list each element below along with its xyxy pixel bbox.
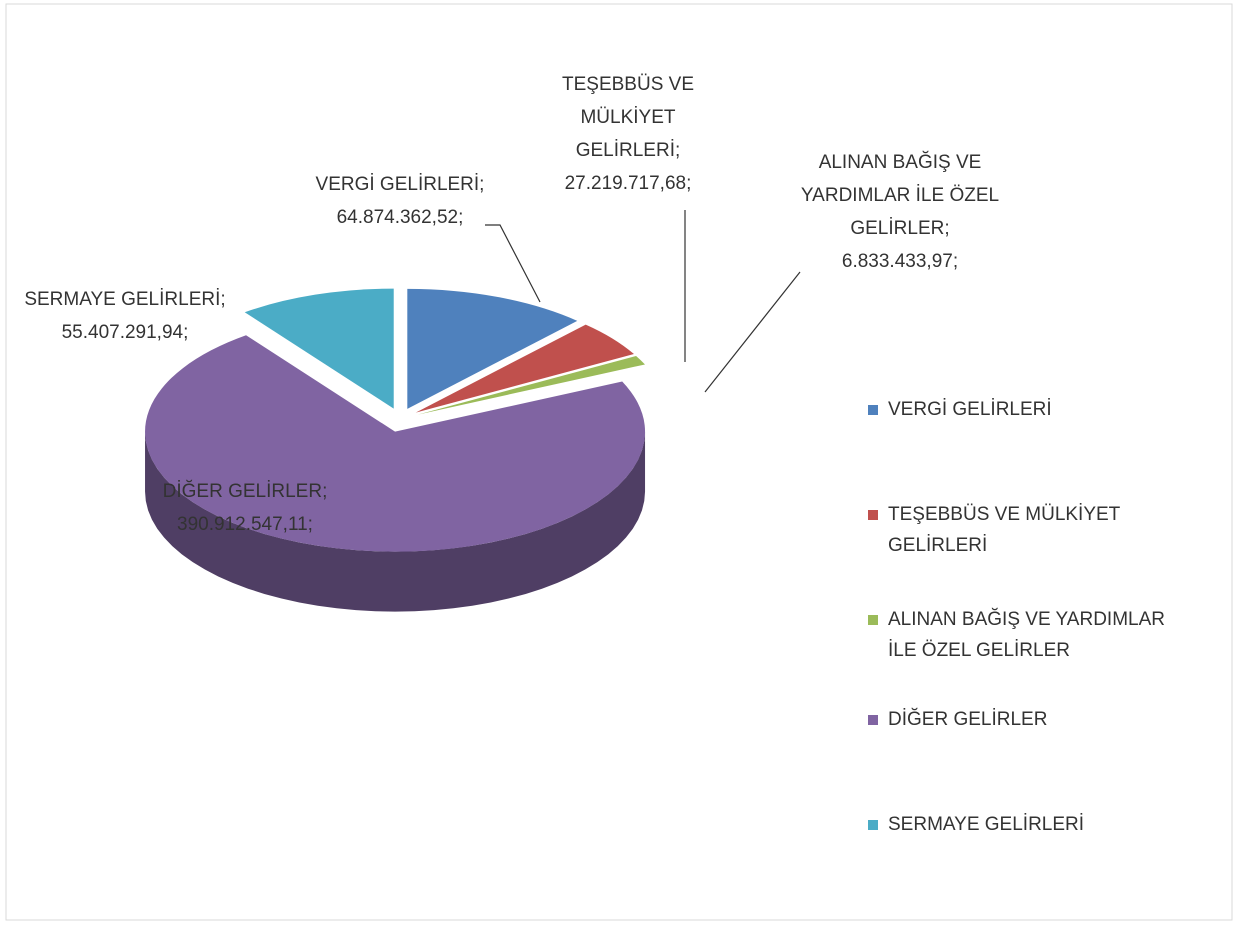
data-label: SERMAYE GELİRLERİ; 55.407.291,94; [24, 289, 225, 343]
data-label: ALINAN BAĞIŞ VE YARDIMLAR İLE ÖZEL GELİRLE… [801, 151, 999, 272]
legend-label: DİĞER GELİRLER [888, 708, 1047, 730]
data-label-line: 6.833.433,97; [842, 251, 958, 272]
legend-swatch [868, 715, 878, 725]
legend-label: TEŞEBBÜS VE MÜLKİYET GELİRLERİ [888, 504, 1121, 556]
legend-label-line: SERMAYE GELİRLERİ [888, 814, 1084, 835]
slice [244, 288, 394, 409]
leader-line [485, 224, 541, 303]
legend-swatch [868, 615, 878, 625]
slice [407, 288, 578, 409]
data-label-line: MÜLKİYET [580, 107, 675, 128]
data-label: VERGİ GELİRLERİ; 64.874.362,52; [316, 174, 485, 228]
slice-side [145, 431, 646, 612]
legend-label: SERMAYE GELİRLERİ [888, 814, 1084, 835]
slice-tops [145, 288, 646, 552]
legend-swatch [868, 820, 878, 830]
data-label-line: YARDIMLAR İLE ÖZEL [801, 185, 999, 206]
data-label-line: GELİRLERİ; [576, 140, 681, 161]
legend-label-line: TEŞEBBÜS VE MÜLKİYET [888, 504, 1121, 525]
data-label-line: DİĞER GELİRLER; [163, 480, 328, 502]
legend-label-line: VERGİ GELİRLERİ [888, 399, 1052, 420]
legend-swatch [868, 405, 878, 415]
data-label: DİĞER GELİRLER; 390.912.547,11; [163, 480, 328, 535]
legend-label-line: İLE ÖZEL GELİRLER [888, 640, 1070, 661]
slice [145, 335, 646, 552]
slice [415, 324, 634, 413]
data-label-line: GELİRLER; [850, 218, 949, 239]
leader-lines [485, 210, 801, 393]
data-label-line: 27.219.717,68; [565, 173, 692, 194]
data-label-line: 390.912.547,11; [177, 514, 313, 535]
slice-sides [145, 431, 646, 612]
legend-label: VERGİ GELİRLERİ [888, 399, 1052, 420]
slice [417, 356, 645, 415]
legend-swatch [868, 510, 878, 520]
data-label-line: 64.874.362,52; [337, 207, 464, 228]
legend-label-line: GELİRLERİ [888, 535, 987, 556]
data-label-line: TEŞEBBÜS VE [562, 74, 694, 95]
data-label-line: VERGİ GELİRLERİ; [316, 174, 485, 195]
data-label: TEŞEBBÜS VE MÜLKİYET GELİRLERİ; 27.219.717,… [562, 74, 694, 194]
legend-label-line: ALINAN BAĞIŞ VE YARDIMLAR [888, 608, 1165, 630]
data-label-line: SERMAYE GELİRLERİ; [24, 289, 225, 310]
leader-line [704, 271, 801, 393]
legend-label: ALINAN BAĞIŞ VE YARDIMLAR İLE ÖZEL GELİRL… [888, 608, 1165, 661]
data-label-line: ALINAN BAĞIŞ VE [819, 151, 982, 173]
legend-label-line: DİĞER GELİRLER [888, 708, 1047, 730]
data-label-line: 55.407.291,94; [62, 322, 189, 343]
